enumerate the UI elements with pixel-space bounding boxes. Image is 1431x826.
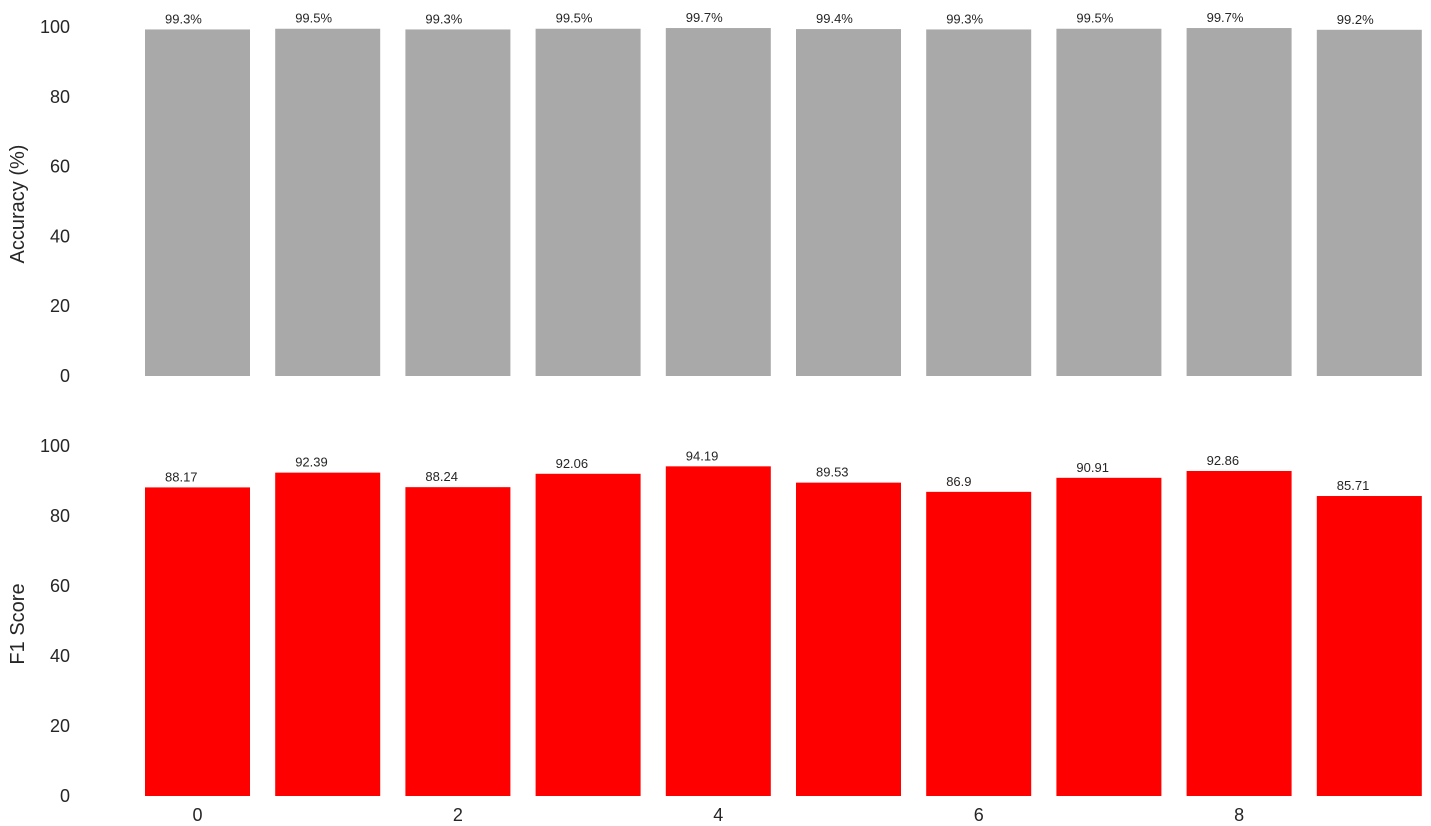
bar [145,487,250,796]
x-tick-label: 6 [974,805,984,825]
x-tick-label: 0 [192,805,202,825]
bar [275,28,381,377]
bar [926,29,1032,377]
bar-data-label: 99.2% [1337,12,1374,27]
bar-data-label: 92.39 [295,455,328,470]
y-tick-label: 40 [50,226,70,246]
y-tick-label: 80 [50,87,70,107]
y-tick-label: 80 [50,506,70,526]
f1-score-panel: F1 Score 02040608010088.1792.3988.2492.0… [7,436,1422,825]
bar-data-label: 89.53 [816,465,849,480]
bar [535,473,641,796]
bar [145,29,250,377]
bar [405,487,511,796]
y-tick-label: 20 [50,716,70,736]
bar-data-label: 90.91 [1076,460,1109,475]
bar [1186,28,1292,377]
y-tick-label: 0 [60,366,70,386]
bar [665,466,771,796]
bar-data-label: 88.24 [425,469,458,484]
bar [1186,470,1292,796]
bar [535,28,641,377]
y-tick-label: 100 [40,17,70,37]
bar [275,472,381,796]
bar-data-label: 99.7% [1207,10,1244,25]
accuracy-y-axis-label: Accuracy (%) [7,145,29,264]
bar-data-label: 99.5% [1076,11,1113,26]
bar [665,28,771,377]
bar-data-label: 99.5% [295,11,332,26]
bar-data-label: 86.9 [946,474,971,489]
y-tick-label: 0 [60,786,70,806]
f1-score-y-axis-label: F1 Score [7,583,29,664]
x-tick-label: 2 [453,805,463,825]
bar-data-label: 99.7% [686,10,723,25]
y-tick-label: 100 [40,436,70,456]
bar-data-label: 99.3% [946,11,983,26]
bar [1316,29,1422,377]
bar [926,491,1032,796]
bar-data-label: 85.71 [1337,478,1370,493]
y-tick-label: 20 [50,296,70,316]
bar-data-label: 92.06 [556,456,589,471]
x-tick-label: 4 [713,805,723,825]
bar [405,29,511,377]
bar [796,482,901,796]
accuracy-panel: Accuracy (%) 0 20 40 60 80 100 99.3% 99.5% 99.3%… [7,10,1422,386]
bar-data-label: 99.4% [816,11,853,26]
bar-data-label: 99.5% [556,11,593,26]
bar-data-label: 99.3% [165,11,202,26]
bar-data-label: 88.17 [165,469,198,484]
y-tick-label: 60 [50,157,70,177]
bar-data-label: 94.19 [686,448,719,463]
bar-data-label: 92.86 [1207,453,1240,468]
y-tick-label: 40 [50,646,70,666]
bar [796,29,901,377]
x-tick-label: 8 [1234,805,1244,825]
bar [1316,496,1422,796]
y-tick-label: 60 [50,576,70,596]
bar-data-label: 99.3% [425,11,462,26]
bar [1056,28,1162,377]
bar [1056,477,1162,796]
